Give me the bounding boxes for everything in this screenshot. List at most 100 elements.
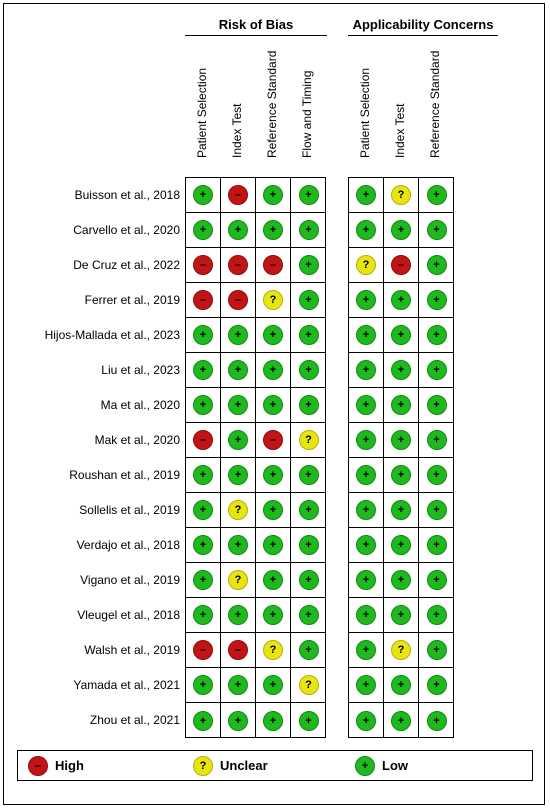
rating-marker-low: + xyxy=(391,535,411,555)
grid-cell: – xyxy=(186,633,221,668)
legend-high-marker: – xyxy=(28,756,48,776)
grid-cell: + xyxy=(419,703,454,738)
column-label-applicability-concerns-patient-selection: Patient Selection xyxy=(350,60,380,172)
legend-low-label: Low xyxy=(382,758,408,773)
grid-cell: + xyxy=(221,423,256,458)
grid-cell: + xyxy=(186,388,221,423)
rating-marker-low: + xyxy=(228,395,248,415)
study-label: Verdajo et al., 2018 xyxy=(76,537,180,552)
rating-marker-low: + xyxy=(298,360,319,380)
grid-cell: + xyxy=(349,283,384,318)
rating-marker-low: + xyxy=(426,325,447,345)
grid-cell: + xyxy=(221,528,256,563)
rating-marker-low: + xyxy=(391,360,411,380)
rating-marker-low: + xyxy=(263,500,283,520)
rating-marker-low: + xyxy=(426,290,447,310)
legend-high-label: High xyxy=(55,758,84,773)
grid-cell: + xyxy=(349,353,384,388)
grid-cell: – xyxy=(256,423,291,458)
rating-marker-low: + xyxy=(263,570,283,590)
grid-cell: + xyxy=(349,388,384,423)
grid-cell: + xyxy=(291,318,326,353)
grid-cell: + xyxy=(384,213,419,248)
study-label: Liu et al., 2023 xyxy=(101,362,180,377)
grid-cell: ? xyxy=(384,633,419,668)
legend-unclear-marker: ? xyxy=(193,756,213,776)
rating-marker-high: – xyxy=(193,255,213,275)
study-label: Buisson et al., 2018 xyxy=(74,187,180,202)
rating-marker-low: + xyxy=(426,675,447,695)
rating-marker-low: + xyxy=(193,535,213,555)
grid-cell: + xyxy=(349,423,384,458)
column-label-risk-of-bias-flow-and-timing: Flow and Timing xyxy=(292,60,322,172)
rating-marker-low: + xyxy=(356,605,376,625)
rating-marker-low: + xyxy=(426,465,447,485)
rating-marker-low: + xyxy=(298,640,319,660)
grid-cell: + xyxy=(291,563,326,598)
grid-cell: + xyxy=(419,668,454,703)
rating-marker-low: + xyxy=(263,185,283,205)
rating-marker-low: + xyxy=(228,430,248,450)
rating-marker-low: + xyxy=(356,360,376,380)
grid-cell: + xyxy=(256,563,291,598)
group-rule-applicability-concerns xyxy=(348,35,498,36)
rating-marker-low: + xyxy=(426,255,447,275)
grid-cell: + xyxy=(349,703,384,738)
rating-marker-high: – xyxy=(228,255,248,275)
rating-marker-low: + xyxy=(263,535,283,555)
rating-marker-low: + xyxy=(426,185,447,205)
grid-cell: + xyxy=(291,213,326,248)
grid-cell: + xyxy=(221,388,256,423)
grid-cell: + xyxy=(419,353,454,388)
rating-marker-low: + xyxy=(228,675,248,695)
rating-marker-low: + xyxy=(228,325,248,345)
study-label: Ferrer et al., 2019 xyxy=(84,292,180,307)
grid-cell: + xyxy=(419,283,454,318)
rating-marker-low: + xyxy=(426,360,447,380)
grid-cell: + xyxy=(384,703,419,738)
rating-marker-low: + xyxy=(426,535,447,555)
rating-marker-low: + xyxy=(228,710,248,731)
grid-cell: + xyxy=(291,283,326,318)
grid-cell: + xyxy=(221,213,256,248)
rating-marker-low: + xyxy=(228,535,248,555)
column-label-applicability-concerns-index-test: Index Test xyxy=(385,60,415,172)
grid-cell: + xyxy=(186,493,221,528)
column-label-risk-of-bias-reference-standard: Reference Standard xyxy=(257,51,287,172)
grid-cell: + xyxy=(349,458,384,493)
rating-marker-low: + xyxy=(228,605,248,625)
grid-cell: + xyxy=(349,528,384,563)
grid-cell: + xyxy=(186,598,221,633)
grid-cell: + xyxy=(291,633,326,668)
rating-marker-low: + xyxy=(298,570,319,590)
study-label: Walsh et al., 2019 xyxy=(84,642,180,657)
grid-cell: + xyxy=(349,493,384,528)
grid-cell: – xyxy=(221,248,256,283)
rating-marker-high: – xyxy=(193,290,213,310)
grid-cell: ? xyxy=(349,248,384,283)
study-label: Carvello et al., 2020 xyxy=(73,222,180,237)
rating-marker-unclear: ? xyxy=(298,430,319,450)
grid-cell: + xyxy=(186,703,221,738)
grid-cell: + xyxy=(291,248,326,283)
rating-marker-high: – xyxy=(391,255,411,275)
rating-marker-low: + xyxy=(426,220,447,240)
grid-cell: + xyxy=(419,213,454,248)
legend: – High ? Unclear + Low xyxy=(17,750,533,781)
rating-marker-low: + xyxy=(263,360,283,380)
study-label: Ma et al., 2020 xyxy=(100,397,180,412)
study-label: De Cruz et al., 2022 xyxy=(73,257,180,272)
study-label: Hijos-Mallada et al., 2023 xyxy=(44,327,180,342)
rating-marker-low: + xyxy=(391,570,411,590)
rating-marker-low: + xyxy=(263,325,283,345)
rating-marker-low: + xyxy=(228,220,248,240)
grid-cell: + xyxy=(419,528,454,563)
rating-marker-unclear: ? xyxy=(356,255,376,275)
grid-cell: + xyxy=(186,178,221,213)
rating-marker-low: + xyxy=(263,395,283,415)
grid-cell: + xyxy=(419,178,454,213)
rating-marker-low: + xyxy=(391,220,411,240)
grid-cell: + xyxy=(384,423,419,458)
grid-cell: + xyxy=(419,388,454,423)
grid-cell: + xyxy=(384,458,419,493)
